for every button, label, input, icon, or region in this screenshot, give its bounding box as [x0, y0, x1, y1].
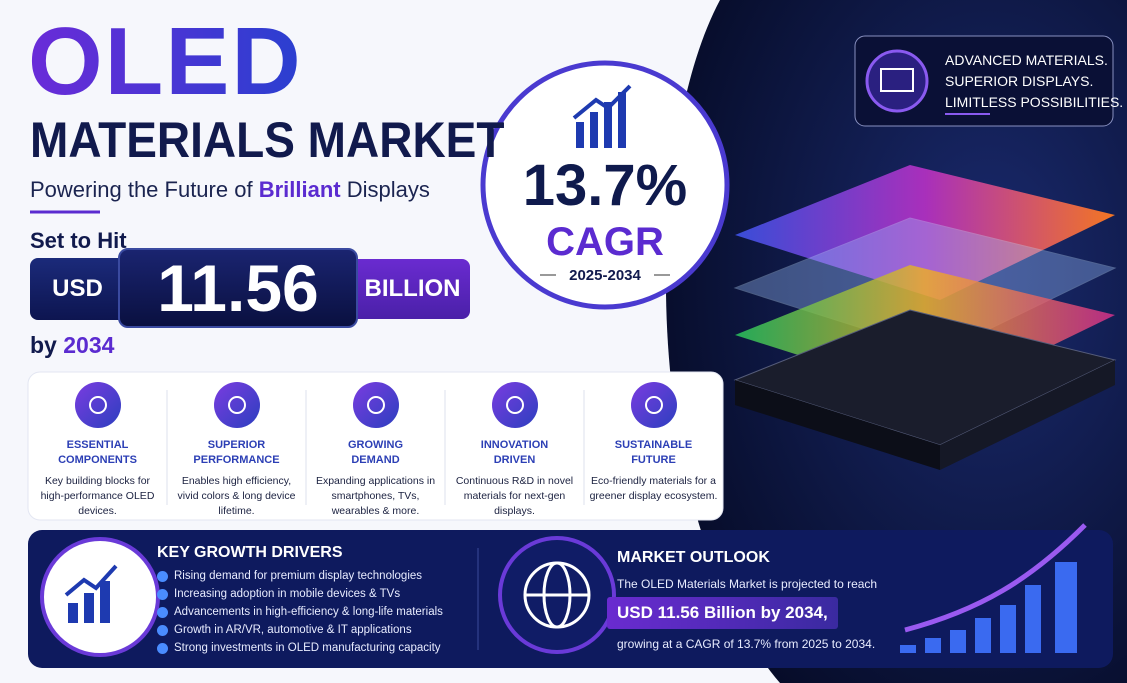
cagr-value: 13.7%: [522, 153, 688, 218]
feature: SUSTAINABLE FUTURE Eco-friendly materials…: [584, 376, 723, 504]
feature-description: Continuous R&D in novel materials for ne…: [455, 475, 574, 517]
feature-list: ESSENTIAL COMPONENTS Key building blocks …: [28, 376, 723, 519]
bullet-icon: [157, 570, 168, 582]
forecast-year-value: 2034: [63, 332, 115, 358]
feature-icon: [491, 382, 538, 428]
driver-text: Strong investments in OLED manufacturing…: [174, 642, 441, 654]
driver-item: Increasing adoption in mobile devices & …: [157, 588, 400, 600]
subtitle: Powering the Future of Brilliant Display…: [30, 177, 430, 203]
cagr-label: CAGR: [546, 220, 664, 264]
driver-text: Growth in AR/VR, automotive & IT applica…: [174, 624, 412, 636]
subtitle-highlight: Brilliant: [258, 177, 341, 202]
feature-title: SUPERIOR PERFORMANCE: [193, 439, 280, 466]
driver-item: Advancements in high-efficiency & long-l…: [157, 606, 443, 618]
bullet-icon: [157, 624, 168, 636]
outlook-title: MARKET OUTLOOK: [617, 549, 770, 566]
driver-text: Rising demand for premium display techno…: [174, 570, 423, 582]
bullet-icon: [157, 642, 168, 654]
feature-description: Key building blocks for high-performance…: [40, 475, 155, 517]
forecast-year: by 2034: [30, 332, 114, 359]
drivers-title: KEY GROWTH DRIVERS: [157, 544, 343, 561]
feature-icon: [630, 382, 677, 428]
feature-description: Eco-friendly materials for a greener dis…: [589, 475, 718, 502]
forecast-amount: 11.56: [118, 248, 358, 328]
driver-text: Increasing adoption in mobile devices & …: [174, 588, 401, 600]
subtitle-text: Powering the Future of: [30, 177, 259, 202]
feature: ESSENTIAL COMPONENTS Key building blocks …: [28, 376, 167, 519]
title-secondary: MATERIALS MARKET: [30, 112, 505, 168]
feature: GROWING DEMAND Expanding applications in …: [306, 376, 445, 519]
driver-item: Rising demand for premium display techno…: [157, 570, 422, 582]
feature: SUPERIOR PERFORMANCE Enables high efficie…: [167, 376, 306, 519]
forecast-by: by: [30, 332, 64, 358]
tagline: ADVANCED MATERIALS. SUPERIOR DISPLAYS. LIM…: [945, 50, 1123, 113]
subtitle-text: Displays: [340, 177, 430, 202]
forecast-lead: Set to Hit: [30, 228, 127, 253]
bullet-icon: [157, 606, 168, 618]
feature-title: INNOVATION DRIVEN: [480, 439, 549, 466]
driver-text: Advancements in high-efficiency & long-l…: [174, 606, 443, 618]
tagline-line: LIMITLESS POSSIBILITIES.: [945, 94, 1124, 110]
tagline-line: ADVANCED MATERIALS.: [945, 52, 1108, 68]
tagline-line: SUPERIOR DISPLAYS.: [945, 73, 1094, 89]
driver-item: Growth in AR/VR, automotive & IT applica…: [157, 624, 412, 636]
outlook-text: growing at a CAGR of 13.7% from 2025 to …: [617, 637, 876, 651]
feature-title: SUSTAINABLE FUTURE: [614, 439, 693, 466]
feature-icon: [352, 382, 399, 428]
bullet-icon: [157, 588, 168, 600]
cagr-period: 2025-2034: [569, 267, 641, 284]
driver-item: Strong investments in OLED manufacturing…: [157, 642, 441, 654]
feature-title: ESSENTIAL COMPONENTS: [58, 439, 137, 466]
title-main: OLED: [28, 8, 303, 115]
forecast-currency: USD: [30, 258, 125, 320]
outlook-text: The OLED Materials Market is projected t…: [617, 577, 878, 591]
forecast-unit: BILLION: [355, 259, 470, 319]
feature-icon: [213, 382, 260, 428]
feature-icon: [74, 382, 121, 428]
feature-description: Enables high efficiency, vivid colors & …: [177, 475, 296, 517]
feature: INNOVATION DRIVEN Continuous R&D in novel…: [445, 376, 584, 519]
feature-title: GROWING DEMAND: [348, 439, 403, 466]
outlook-highlight: USD 11.56 Billion by 2034,: [607, 597, 838, 629]
feature-description: Expanding applications in smartphones, T…: [315, 475, 436, 517]
